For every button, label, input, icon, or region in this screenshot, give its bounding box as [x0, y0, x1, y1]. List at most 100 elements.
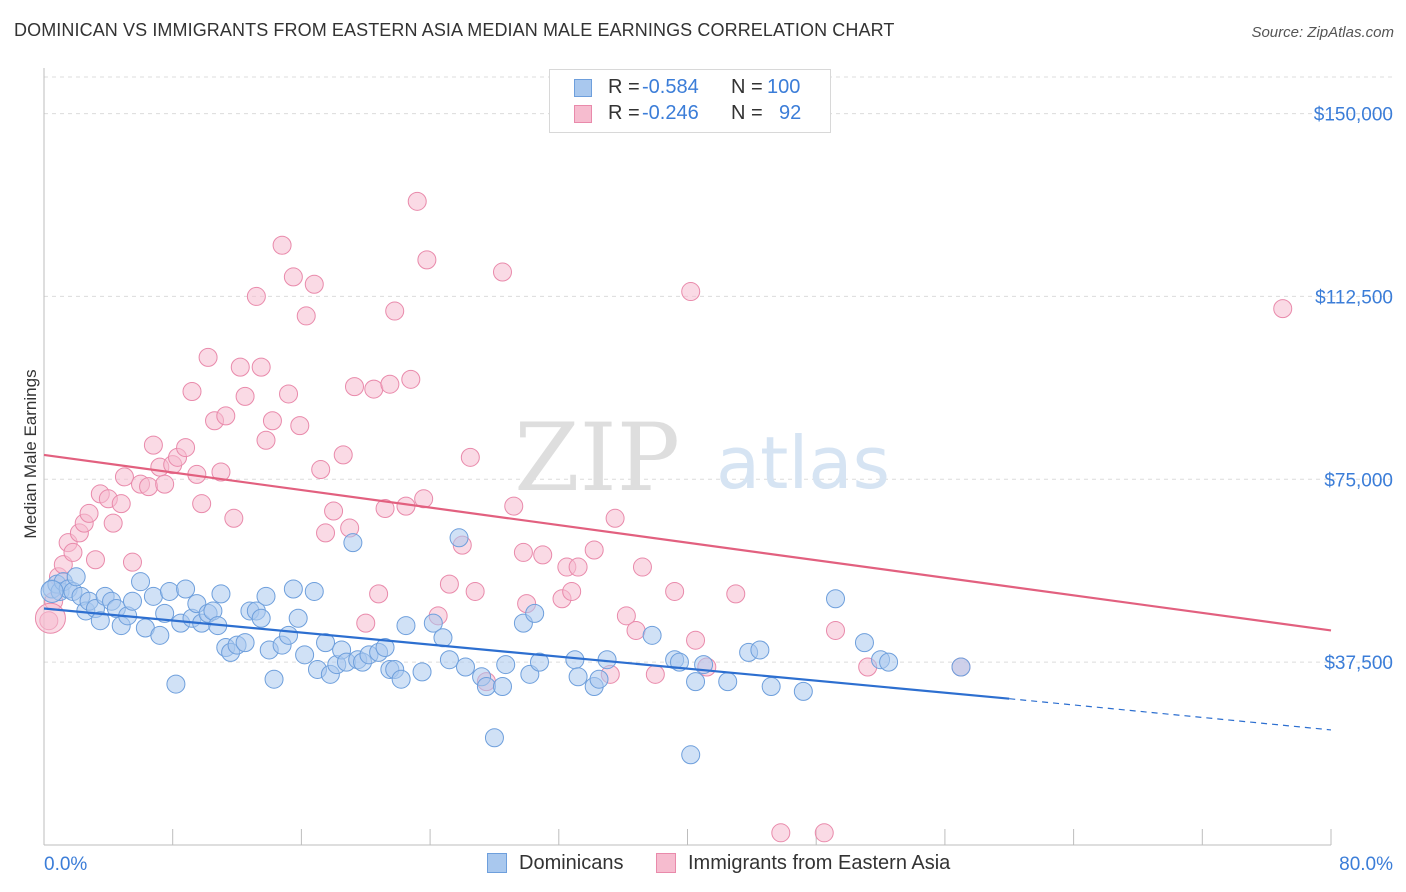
data-point-immigrants	[771, 823, 791, 843]
data-point-immigrants	[513, 542, 533, 562]
data-point-dominicans	[492, 677, 512, 697]
stats-legend: R = -0.584 N = 100 R = -0.246 N = 92	[549, 69, 831, 133]
data-point-immigrants	[316, 523, 336, 543]
data-point-dominicans	[235, 633, 255, 653]
data-point-dominicans	[211, 584, 231, 604]
data-point-immigrants	[562, 581, 582, 601]
data-point-immigrants	[182, 382, 202, 402]
data-point-immigrants	[279, 384, 299, 404]
y-axis-label: Median Male Earnings	[21, 369, 40, 538]
data-point-immigrants	[616, 606, 636, 626]
pink-swatch	[574, 105, 592, 123]
data-point-immigrants	[324, 501, 344, 521]
data-point-immigrants	[283, 267, 303, 287]
data-point-dominicans	[433, 628, 453, 648]
data-point-dominicans	[642, 625, 662, 645]
data-point-immigrants	[356, 613, 376, 633]
data-point-immigrants	[369, 584, 389, 604]
data-point-immigrants	[139, 477, 159, 497]
n-label: N =	[731, 76, 763, 98]
data-point-dominicans	[879, 652, 899, 672]
data-point-immigrants	[584, 540, 604, 560]
data-point-dominicans	[476, 677, 496, 697]
data-point-dominicans	[176, 579, 196, 599]
data-point-immigrants	[79, 503, 99, 523]
watermark-atlas: atlas	[716, 421, 890, 505]
data-point-immigrants	[401, 369, 421, 389]
data-point-immigrants	[726, 584, 746, 604]
r-label: R =	[608, 102, 640, 124]
data-point-dominicans	[304, 581, 324, 601]
data-point-dominicans	[793, 681, 813, 701]
data-point-immigrants	[63, 542, 83, 562]
r-value: -0.584	[642, 76, 699, 98]
data-point-immigrants	[256, 430, 276, 450]
data-point-immigrants	[375, 499, 395, 519]
data-point-dominicans	[155, 603, 175, 623]
watermark: ZIP atlas	[514, 404, 890, 513]
data-point-dominicans	[718, 672, 738, 692]
data-point-dominicans	[854, 633, 874, 653]
data-point-dominicans	[423, 613, 443, 633]
data-point-immigrants	[364, 379, 384, 399]
r-value: -0.246	[642, 102, 699, 124]
regression-lines	[43, 453, 1332, 731]
series-immigrants-eastern-asia	[34, 191, 1293, 843]
data-point-dominicans	[264, 669, 284, 689]
data-point-dominicans	[496, 655, 516, 675]
data-point-immigrants	[417, 250, 437, 270]
source-note: Source: ZipAtlas.com	[1251, 24, 1394, 41]
data-point-immigrants	[568, 557, 588, 577]
n-label: N =	[731, 102, 763, 124]
chart-title: DOMINICAN VS IMMIGRANTS FROM EASTERN ASI…	[14, 20, 895, 40]
data-point-immigrants	[296, 306, 316, 326]
data-point-dominicans	[256, 586, 276, 606]
data-point-immigrants	[34, 602, 66, 634]
y-tick-label: $75,000	[1324, 470, 1393, 491]
data-point-immigrants	[385, 301, 405, 321]
watermark-zip: ZIP	[514, 404, 680, 513]
data-point-immigrants	[155, 474, 175, 494]
data-point-dominicans	[396, 616, 416, 636]
data-point-dominicans	[449, 528, 469, 548]
data-point-dominicans	[122, 591, 142, 611]
y-tick-labels: $37,500 $75,000 $112,500 $150,000	[1314, 105, 1393, 675]
data-point-dominicans	[279, 625, 299, 645]
data-point-immigrants	[439, 574, 459, 594]
regression-line-immigrants	[43, 453, 1332, 632]
data-point-dominicans	[375, 638, 395, 658]
data-point-dominicans	[283, 579, 303, 599]
data-point-immigrants	[645, 664, 665, 684]
data-point-dominicans	[412, 662, 432, 682]
data-point-dominicans	[761, 677, 781, 697]
data-point-dominicans	[391, 669, 411, 689]
data-point-immigrants	[224, 508, 244, 528]
data-point-immigrants	[626, 620, 646, 640]
data-point-immigrants	[198, 347, 218, 367]
blue-swatch	[574, 79, 592, 97]
data-point-immigrants	[311, 460, 331, 480]
data-point-dominicans	[589, 669, 609, 689]
data-point-immigrants	[380, 374, 400, 394]
y-tick-label: $150,000	[1314, 105, 1393, 126]
data-point-immigrants	[304, 274, 324, 294]
data-point-immigrants	[211, 462, 231, 482]
data-point-immigrants	[492, 262, 512, 282]
data-point-immigrants	[605, 508, 625, 528]
data-point-dominicans	[90, 611, 110, 631]
pink-swatch	[656, 853, 676, 873]
data-point-immigrants	[290, 416, 310, 436]
data-point-immigrants	[114, 467, 134, 487]
data-point-dominicans	[66, 567, 86, 587]
data-point-immigrants	[192, 494, 212, 514]
data-point-immigrants	[251, 357, 271, 377]
data-point-immigrants	[465, 581, 485, 601]
y-tick-label: $37,500	[1324, 653, 1393, 674]
data-point-immigrants	[85, 550, 105, 570]
data-point-immigrants	[143, 435, 163, 455]
data-point-immigrants	[176, 438, 196, 458]
y-tick-label: $112,500	[1315, 287, 1393, 308]
data-point-immigrants	[246, 286, 266, 306]
data-point-immigrants	[333, 445, 353, 465]
